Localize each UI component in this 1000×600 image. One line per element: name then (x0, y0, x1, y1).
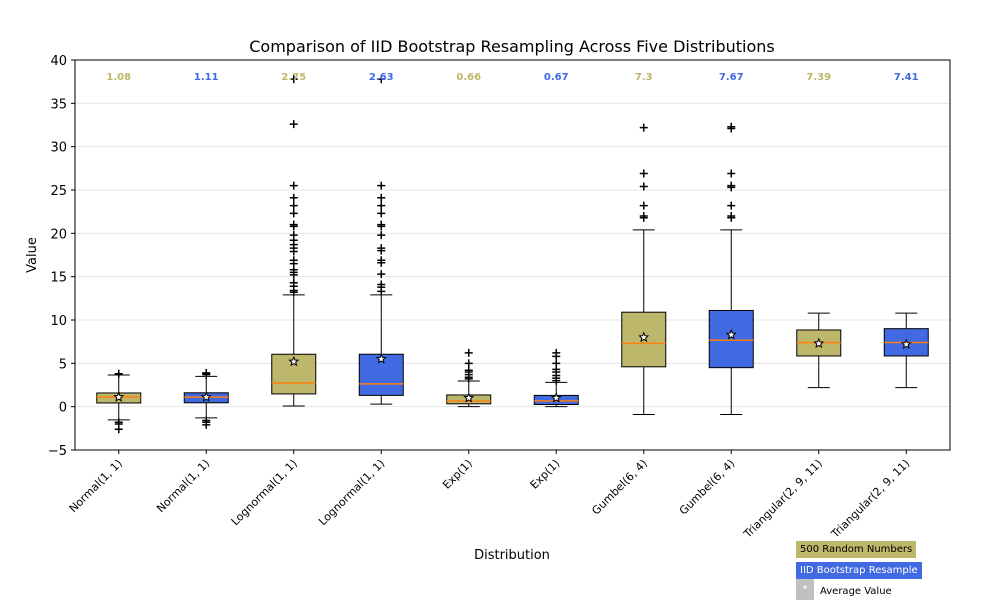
x-tick-label: Exp(1) (440, 457, 475, 492)
flier (377, 209, 386, 218)
flier (377, 258, 386, 267)
legend-random: 500 Random Numbers (796, 541, 917, 558)
chart-title: Comparison of IID Bootstrap Resampling A… (249, 37, 775, 56)
flier (639, 169, 648, 178)
mean-star (375, 353, 387, 364)
y-tick-label: 20 (50, 227, 67, 242)
flier (639, 201, 648, 210)
y-tick-label: 15 (50, 271, 67, 286)
flier (114, 369, 123, 378)
flier (202, 368, 211, 377)
flier (377, 287, 386, 296)
flier (289, 270, 298, 279)
median-label: 1.08 (106, 72, 131, 83)
flier (727, 122, 736, 131)
flier (552, 359, 561, 368)
flier (289, 201, 298, 210)
flier (464, 366, 473, 375)
plot-frame (74, 59, 951, 451)
mean-star (200, 391, 212, 402)
mean-star (725, 328, 737, 340)
x-tick-label: Gumbel(6, 4) (589, 457, 650, 518)
x-tick-label: Triangular(2, 9, 11) (741, 457, 825, 541)
flier (377, 222, 386, 231)
median-label: 7.67 (719, 72, 744, 83)
median-label: 7.39 (806, 72, 831, 83)
flier (289, 75, 298, 84)
x-tick-label: Triangular(2, 9, 11) (828, 457, 912, 541)
y-tick-label: 5 (59, 357, 67, 372)
flier (639, 182, 648, 191)
x-tick-label: Exp(1) (528, 457, 563, 492)
y-tick-label: 35 (50, 97, 67, 112)
flier (377, 231, 386, 240)
median-label: 7.41 (894, 72, 919, 83)
y-tick-label: 25 (50, 184, 67, 199)
median-label: 2.63 (369, 72, 394, 83)
flier (464, 348, 473, 357)
legend-average: Average Value (820, 586, 892, 597)
flier (377, 246, 386, 255)
median-label: 0.66 (456, 72, 481, 83)
flier (289, 120, 298, 129)
mean-star (463, 392, 475, 403)
y-tick-label: −5 (48, 444, 67, 459)
median-label: 1.11 (194, 72, 219, 83)
median-label: 7.3 (635, 72, 653, 83)
mean-star (113, 391, 125, 402)
y-axis-label: Value (25, 237, 40, 273)
flier (289, 222, 298, 231)
mean-star (288, 355, 300, 367)
flier (727, 169, 736, 178)
flier (377, 181, 386, 190)
x-tick-label: Gumbel(6, 4) (677, 457, 738, 518)
box (708, 309, 754, 369)
flier (464, 359, 473, 368)
median-label: 2.75 (281, 72, 306, 83)
flier (289, 247, 298, 256)
flier (377, 75, 386, 84)
y-tick-label: 30 (50, 141, 67, 156)
average-star-icon: * (796, 578, 814, 600)
x-tick-label: Normal(1, 1) (67, 457, 125, 515)
median-label: 0.67 (544, 72, 569, 83)
legend-bootstrap: IID Bootstrap Resample (796, 562, 922, 579)
flier (727, 181, 736, 190)
flier (377, 270, 386, 279)
legend: 500 Random Numbers IID Bootstrap Resampl… (796, 540, 922, 600)
flier (727, 201, 736, 210)
x-tick-label: Normal(1, 1) (154, 457, 212, 515)
mean-star (900, 338, 912, 349)
mean-star (550, 392, 562, 403)
flier (727, 212, 736, 220)
flier (289, 181, 298, 190)
y-tick-label: 40 (50, 54, 67, 69)
flier (639, 123, 648, 132)
flier (552, 348, 561, 357)
flier (289, 288, 298, 297)
flier (114, 425, 123, 434)
x-tick-label: Lognormal(1, 1) (316, 457, 387, 528)
x-tick-label: Lognormal(1, 1) (229, 457, 300, 528)
flier (289, 193, 298, 202)
flier (289, 209, 298, 218)
flier (202, 420, 211, 429)
box (271, 353, 317, 395)
flier (377, 201, 386, 210)
mean-star (638, 331, 650, 343)
mean-star (813, 337, 825, 349)
flier (377, 193, 386, 202)
flier (639, 212, 648, 220)
x-axis-label: Distribution (474, 548, 550, 563)
y-tick-label: 0 (59, 401, 67, 416)
y-tick-label: 10 (50, 314, 67, 329)
